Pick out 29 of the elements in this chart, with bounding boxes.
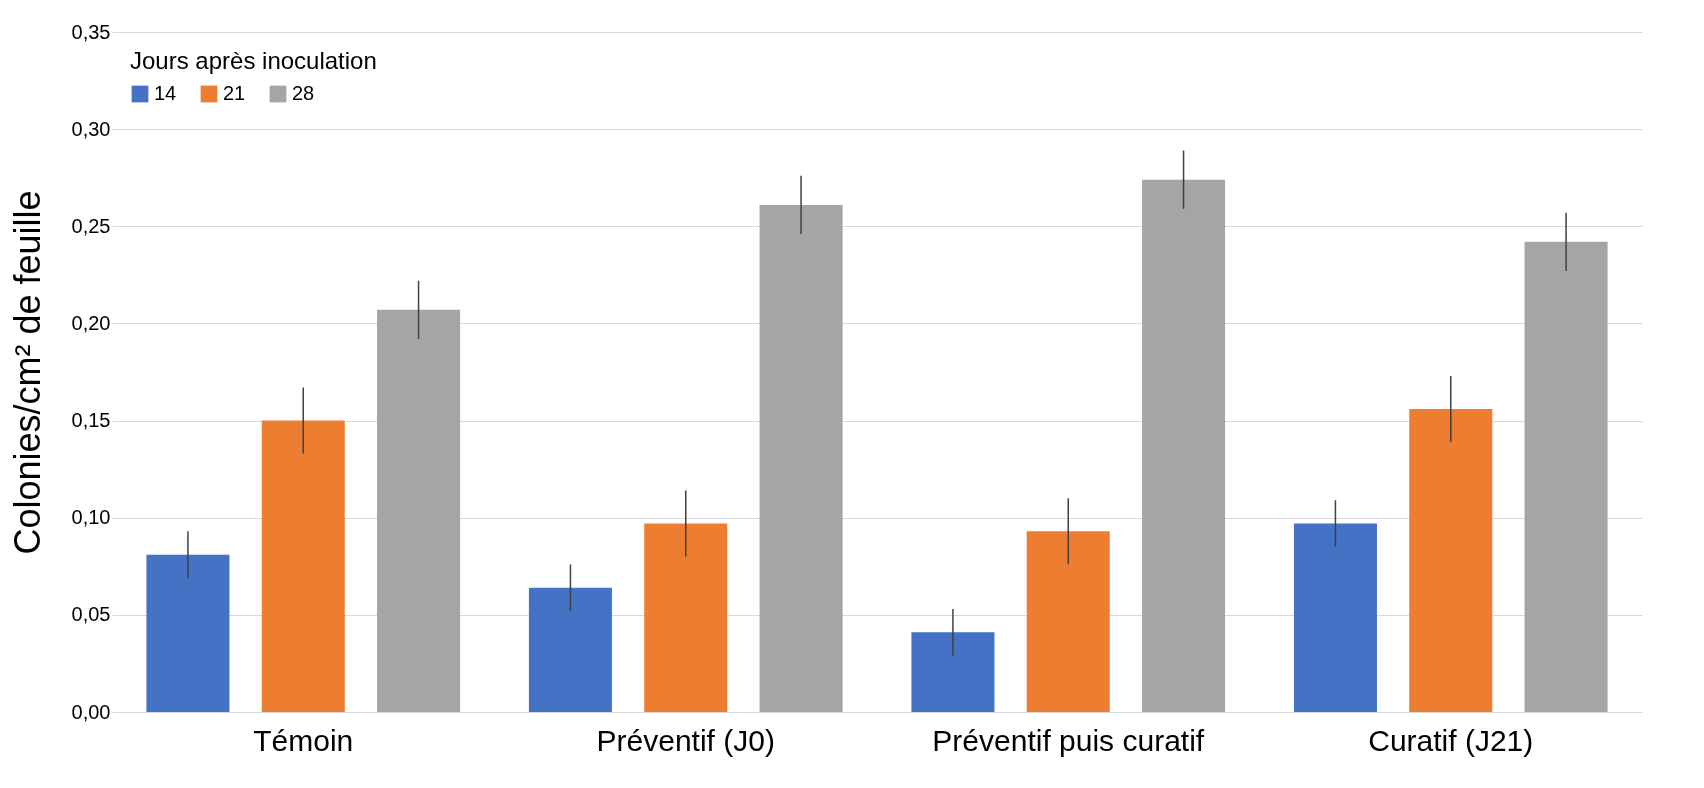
- bar: [1524, 241, 1608, 712]
- y-tick-label: 0,25: [71, 214, 111, 237]
- bar: [146, 554, 230, 712]
- x-tick-label: Préventif puis curatif: [932, 723, 1205, 757]
- y-tick-label: 0,10: [71, 506, 111, 529]
- legend-title: Jours après inoculation: [130, 47, 377, 74]
- legend-label: 21: [223, 82, 246, 104]
- bar: [911, 632, 995, 712]
- bar: [377, 309, 461, 712]
- x-tick-label: Curatif (J21): [1368, 723, 1534, 757]
- y-tick-label: 0,05: [71, 603, 111, 626]
- y-axis-title: Colonies/cm² de feuille: [6, 190, 48, 555]
- bar: [1026, 531, 1110, 712]
- bar: [261, 420, 345, 712]
- y-tick-label: 0,30: [71, 117, 111, 140]
- y-tick-label: 0,20: [71, 311, 111, 334]
- y-tick-label: 0,00: [71, 700, 111, 723]
- bar: [1142, 179, 1226, 712]
- legend-label: 28: [292, 82, 315, 104]
- bar: [1409, 408, 1493, 712]
- bar: [759, 204, 843, 712]
- x-tick-label: Préventif (J0): [596, 723, 775, 757]
- x-tick-label: Témoin: [253, 723, 354, 757]
- legend-label: 14: [154, 82, 177, 104]
- bar: [528, 587, 612, 712]
- bar: [1293, 523, 1377, 712]
- bar: [644, 523, 728, 712]
- y-tick-label: 0,35: [71, 20, 111, 43]
- y-tick-label: 0,15: [71, 409, 111, 432]
